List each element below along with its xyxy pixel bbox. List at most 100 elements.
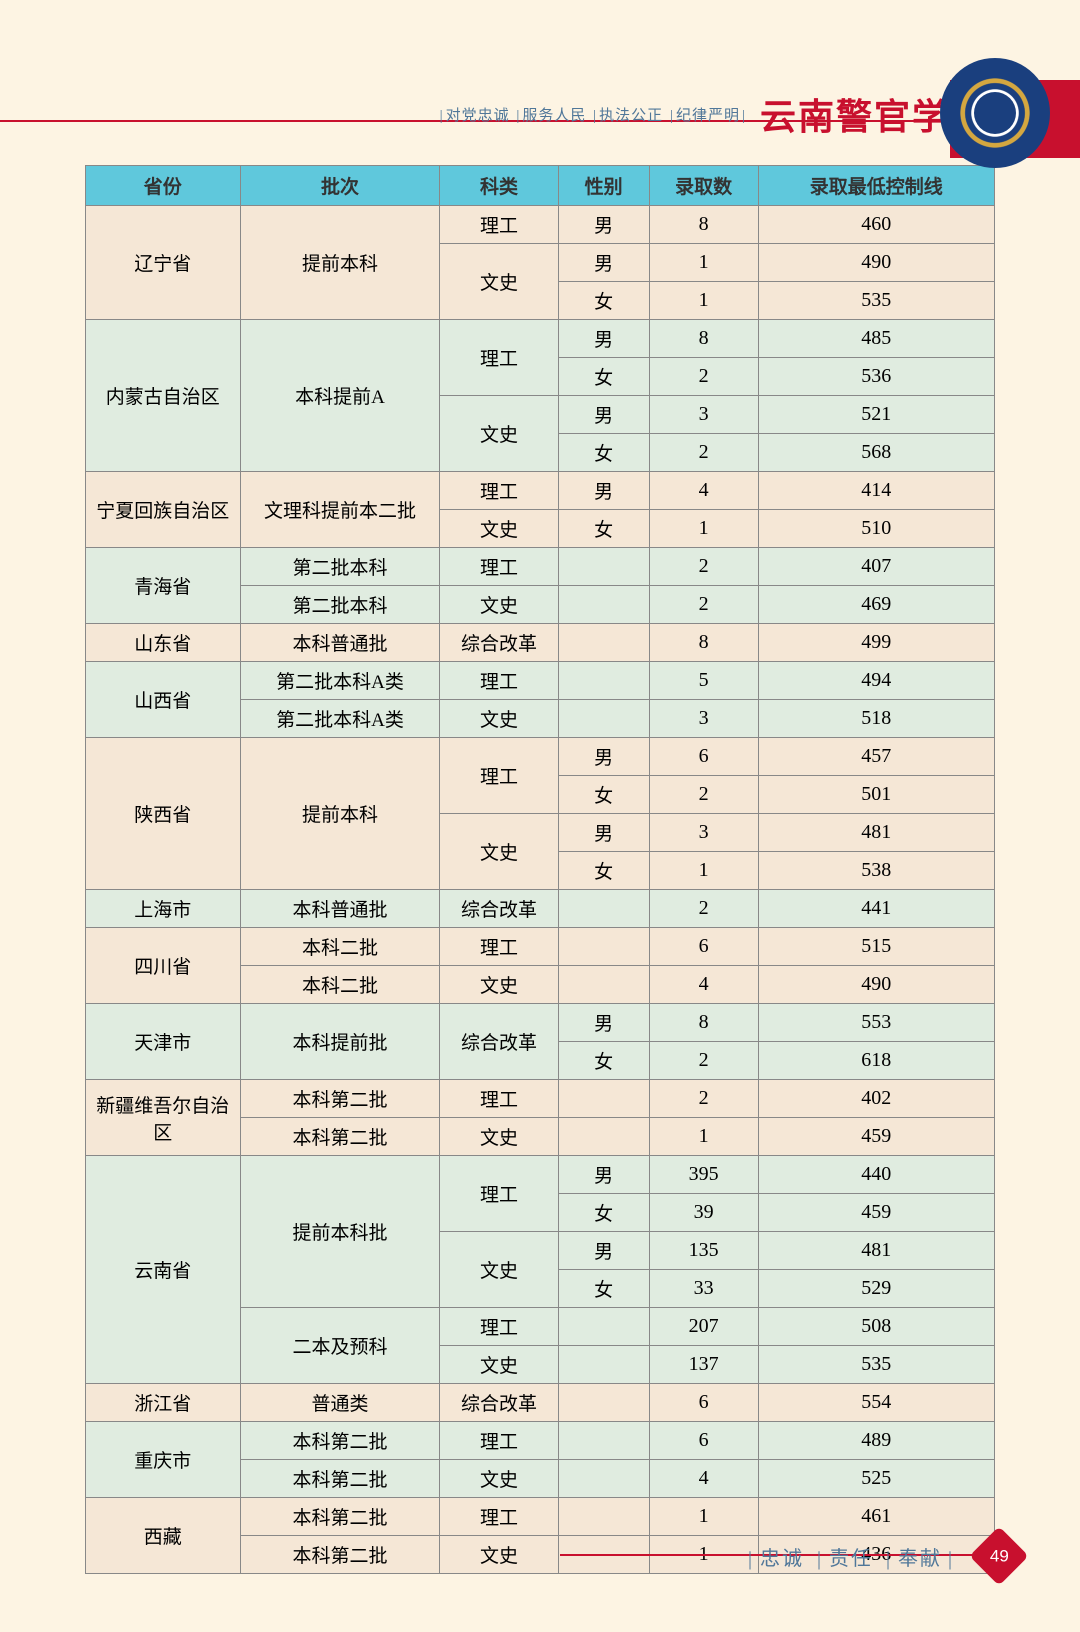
- table-row: 天津市本科提前批综合改革男8553: [86, 1004, 995, 1042]
- province-cell: 新疆维吾尔自治区: [86, 1080, 241, 1156]
- province-cell: 山西省: [86, 662, 241, 738]
- gender-cell: [558, 624, 649, 662]
- gender-cell: [558, 966, 649, 1004]
- page-number-badge: 49: [969, 1526, 1028, 1585]
- subject-cell: 理工: [440, 1156, 558, 1232]
- header-motto: |对党忠诚 |服务人民 |执法公正 |纪律严明|: [438, 104, 748, 125]
- col-header: 录取最低控制线: [758, 166, 994, 206]
- province-cell: 上海市: [86, 890, 241, 928]
- score-cell: 554: [758, 1384, 994, 1422]
- gender-cell: 女: [558, 282, 649, 320]
- count-cell: 2: [649, 358, 758, 396]
- col-header: 录取数: [649, 166, 758, 206]
- count-cell: 4: [649, 966, 758, 1004]
- gender-cell: 女: [558, 434, 649, 472]
- table-row: 宁夏回族自治区文理科提前本二批理工男4414: [86, 472, 995, 510]
- score-cell: 536: [758, 358, 994, 396]
- score-cell: 618: [758, 1042, 994, 1080]
- gender-cell: 女: [558, 510, 649, 548]
- batch-cell: 本科提前批: [240, 1004, 440, 1080]
- gender-cell: 女: [558, 1042, 649, 1080]
- table-row: 西藏本科第二批理工1461: [86, 1498, 995, 1536]
- gender-cell: 男: [558, 320, 649, 358]
- gender-cell: [558, 662, 649, 700]
- batch-cell: 第二批本科A类: [240, 700, 440, 738]
- province-cell: 辽宁省: [86, 206, 241, 320]
- batch-cell: 本科提前A: [240, 320, 440, 472]
- score-cell: 485: [758, 320, 994, 358]
- batch-cell: 本科第二批: [240, 1498, 440, 1536]
- score-cell: 510: [758, 510, 994, 548]
- gender-cell: [558, 1460, 649, 1498]
- count-cell: 135: [649, 1232, 758, 1270]
- subject-cell: 综合改革: [440, 1004, 558, 1080]
- score-cell: 461: [758, 1498, 994, 1536]
- score-cell: 499: [758, 624, 994, 662]
- count-cell: 2: [649, 1080, 758, 1118]
- batch-cell: 第二批本科A类: [240, 662, 440, 700]
- province-cell: 宁夏回族自治区: [86, 472, 241, 548]
- count-cell: 2: [649, 586, 758, 624]
- score-cell: 535: [758, 1346, 994, 1384]
- score-cell: 481: [758, 1232, 994, 1270]
- province-cell: 四川省: [86, 928, 241, 1004]
- subject-cell: 综合改革: [440, 1384, 558, 1422]
- batch-cell: 文理科提前本二批: [240, 472, 440, 548]
- table-row: 四川省本科二批理工6515: [86, 928, 995, 966]
- batch-cell: 提前本科: [240, 738, 440, 890]
- count-cell: 4: [649, 472, 758, 510]
- score-cell: 535: [758, 282, 994, 320]
- province-cell: 山东省: [86, 624, 241, 662]
- batch-cell: 第二批本科: [240, 586, 440, 624]
- subject-cell: 理工: [440, 320, 558, 396]
- score-cell: 469: [758, 586, 994, 624]
- subject-cell: 文史: [440, 1536, 558, 1574]
- subject-cell: 文史: [440, 510, 558, 548]
- count-cell: 207: [649, 1308, 758, 1346]
- subject-cell: 文史: [440, 1118, 558, 1156]
- score-cell: 402: [758, 1080, 994, 1118]
- subject-cell: 理工: [440, 1498, 558, 1536]
- subject-cell: 文史: [440, 1346, 558, 1384]
- province-cell: 云南省: [86, 1156, 241, 1384]
- table-row: 山西省第二批本科A类理工5494: [86, 662, 995, 700]
- gender-cell: [558, 1498, 649, 1536]
- table-row: 青海省第二批本科理工2407: [86, 548, 995, 586]
- batch-cell: 二本及预科: [240, 1308, 440, 1384]
- subject-cell: 文史: [440, 700, 558, 738]
- batch-cell: 第二批本科: [240, 548, 440, 586]
- count-cell: 39: [649, 1194, 758, 1232]
- subject-cell: 文史: [440, 396, 558, 472]
- table-row: 内蒙古自治区本科提前A理工男8485: [86, 320, 995, 358]
- count-cell: 1: [649, 510, 758, 548]
- page-number: 49: [990, 1546, 1009, 1566]
- score-cell: 441: [758, 890, 994, 928]
- score-cell: 508: [758, 1308, 994, 1346]
- batch-cell: 本科第二批: [240, 1460, 440, 1498]
- score-cell: 414: [758, 472, 994, 510]
- gender-cell: 女: [558, 358, 649, 396]
- score-cell: 407: [758, 548, 994, 586]
- count-cell: 8: [649, 624, 758, 662]
- gender-cell: [558, 890, 649, 928]
- score-cell: 515: [758, 928, 994, 966]
- count-cell: 6: [649, 1384, 758, 1422]
- subject-cell: 理工: [440, 472, 558, 510]
- header-content: |对党忠诚 |服务人民 |执法公正 |纪律严明| 云南警官学院 《: [438, 88, 1020, 140]
- batch-cell: 本科普通批: [240, 624, 440, 662]
- gender-cell: 男: [558, 1004, 649, 1042]
- count-cell: 2: [649, 776, 758, 814]
- gender-cell: 女: [558, 852, 649, 890]
- count-cell: 8: [649, 1004, 758, 1042]
- province-cell: 重庆市: [86, 1422, 241, 1498]
- subject-cell: 理工: [440, 1308, 558, 1346]
- subject-cell: 理工: [440, 548, 558, 586]
- table-row: 新疆维吾尔自治区本科第二批理工2402: [86, 1080, 995, 1118]
- batch-cell: 本科二批: [240, 928, 440, 966]
- gender-cell: [558, 586, 649, 624]
- count-cell: 1: [649, 1498, 758, 1536]
- batch-cell: 本科第二批: [240, 1080, 440, 1118]
- count-cell: 2: [649, 548, 758, 586]
- count-cell: 1: [649, 852, 758, 890]
- province-cell: 浙江省: [86, 1384, 241, 1422]
